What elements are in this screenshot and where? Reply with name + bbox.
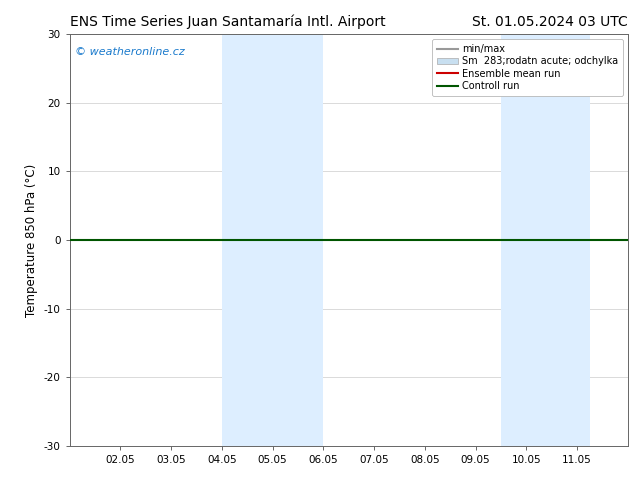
Text: St. 01.05.2024 03 UTC: St. 01.05.2024 03 UTC — [472, 15, 628, 29]
Legend: min/max, Sm  283;rodatn acute; odchylka, Ensemble mean run, Controll run: min/max, Sm 283;rodatn acute; odchylka, … — [432, 39, 623, 96]
Text: © weatheronline.cz: © weatheronline.cz — [75, 47, 185, 57]
Text: ENS Time Series Juan Santamaría Intl. Airport: ENS Time Series Juan Santamaría Intl. Ai… — [70, 15, 385, 29]
Bar — [222, 34, 323, 446]
Bar — [501, 34, 590, 446]
Y-axis label: Temperature 850 hPa (°C): Temperature 850 hPa (°C) — [25, 164, 38, 317]
